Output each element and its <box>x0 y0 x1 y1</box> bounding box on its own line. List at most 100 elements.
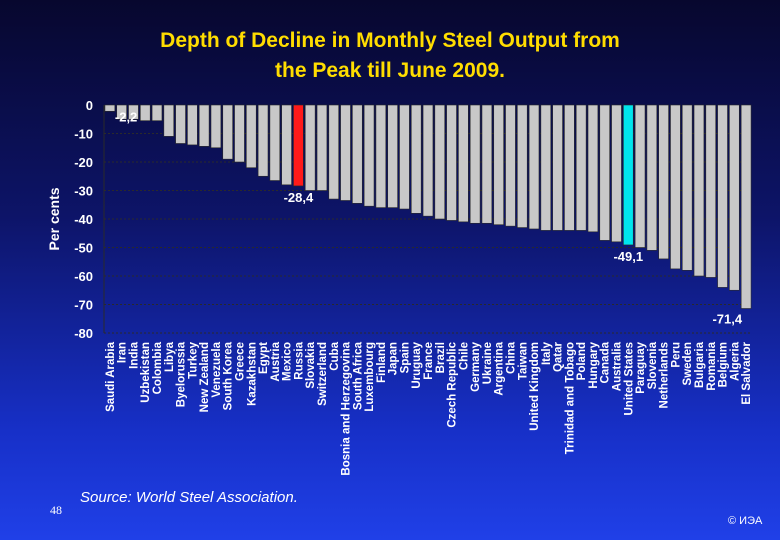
bar-china <box>505 104 516 227</box>
x-tick-label: Romania <box>706 341 718 390</box>
x-tick-label: Colombia <box>152 341 164 394</box>
x-tick-label: Paraguay <box>635 341 647 393</box>
x-tick-label: El Salvador <box>741 341 753 404</box>
x-tick-label: Greece <box>234 342 246 381</box>
bar-japan <box>387 104 398 208</box>
bar-chile <box>458 104 469 223</box>
y-tick-label: -50 <box>74 241 93 256</box>
x-tick-label: Netherlands <box>659 342 671 408</box>
y-tick-label: -70 <box>74 298 93 313</box>
x-tick-label: Finland <box>376 342 388 383</box>
data-label-el-salvador: -71,4 <box>712 311 742 326</box>
x-tick-label: Germany <box>470 341 482 391</box>
y-tick-label: -40 <box>74 212 93 227</box>
bar-united-kingdom <box>528 104 540 230</box>
x-tick-label: Taiwan <box>517 342 529 380</box>
x-tick-label: Egypt <box>258 342 270 374</box>
bar-saudi-arabia <box>104 104 116 112</box>
copyright: © ИЭА <box>728 515 763 527</box>
x-tick-label: Chile <box>458 342 470 370</box>
y-tick-label: -30 <box>74 184 93 199</box>
bar-trinidad-and-tobago <box>564 104 575 231</box>
x-tick-label: Kazakhstan <box>246 342 258 406</box>
bar-italy <box>540 104 552 231</box>
bar-russia <box>293 104 304 187</box>
x-tick-label: Sweden <box>682 342 694 385</box>
bar-bosnia-and-herzegovina <box>340 104 351 201</box>
x-tick-label: Bulgaria <box>694 341 706 388</box>
bar-turkey <box>187 104 198 146</box>
x-tick-label: Japan <box>388 342 400 375</box>
bar-austria <box>269 104 281 181</box>
chart-title: Depth of Decline in Monthly Steel Output… <box>60 26 720 86</box>
data-label-russia: -28,4 <box>284 190 314 205</box>
bar-slovenia <box>646 104 658 251</box>
x-tick-label: Slovenia <box>647 341 659 389</box>
data-label-united-states: -49,1 <box>613 249 643 264</box>
bar-cuba <box>328 104 339 200</box>
x-tick-label: Canada <box>600 341 612 383</box>
y-tick-label: -80 <box>74 326 93 341</box>
x-tick-label: Byelorussia <box>176 341 188 407</box>
x-tick-label: United States <box>623 342 635 416</box>
x-tick-label: Uzbekistan <box>140 342 152 403</box>
x-tick-label: Hungary <box>588 341 600 388</box>
bar-algeria <box>729 104 740 291</box>
x-tick-label: Saudi Arabia <box>105 341 117 411</box>
bar-germany <box>469 104 481 224</box>
x-tick-label: Czech Republic <box>447 341 459 427</box>
bar-india <box>128 104 139 120</box>
bar-france <box>422 104 434 217</box>
x-tick-label: Mexico <box>282 342 294 381</box>
bar-united-states <box>623 104 634 246</box>
y-tick-label: -10 <box>74 127 93 142</box>
page-number: 48 <box>50 503 62 517</box>
x-tick-label: Ukraine <box>482 342 494 384</box>
x-tick-label: Trinidad and Tobago <box>564 342 576 454</box>
bar-bulgaria <box>693 104 705 277</box>
x-tick-label: India <box>128 341 140 368</box>
x-tick-label: Austria <box>270 341 282 381</box>
bar-spain <box>399 104 410 210</box>
bar-taiwan <box>517 104 528 228</box>
x-tick-label: France <box>423 342 435 380</box>
x-tick-label: Luxembourg <box>364 342 376 412</box>
x-tick-label: Italy <box>541 341 553 365</box>
x-tick-label: China <box>505 341 517 374</box>
bar-slovakia <box>304 104 316 191</box>
x-tick-label: New Zealand <box>199 342 211 412</box>
bar-ukraine <box>481 104 493 224</box>
bar-brazil <box>434 104 446 220</box>
y-tick-label: -20 <box>74 155 93 170</box>
bar-canada <box>599 104 610 241</box>
bar-peru <box>670 104 681 270</box>
bar-uzbekistan <box>139 104 151 121</box>
x-tick-label: Spain <box>399 342 411 373</box>
x-tick-label: United Kingdom <box>529 342 541 431</box>
x-tick-label: Libya <box>164 341 176 372</box>
x-tick-label: Switzerland <box>317 342 329 406</box>
x-tick-label: Belgium <box>718 342 730 387</box>
x-tick-label: Cuba <box>329 341 341 370</box>
bar-libya <box>163 104 175 137</box>
x-tick-label: South Korea <box>223 341 235 410</box>
bar-south-africa <box>352 104 363 204</box>
bar-qatar <box>552 104 563 231</box>
bar-argentina <box>493 104 504 225</box>
bar-el-salvador <box>740 104 752 309</box>
bar-luxembourg <box>363 104 375 207</box>
x-tick-label: Peru <box>670 342 682 368</box>
x-tick-label: Slovakia <box>305 341 317 388</box>
bar-new-zealand <box>198 104 210 147</box>
x-tick-label: Argentina <box>494 341 506 395</box>
bar-kazakhstan <box>246 104 257 169</box>
bar-uruguay <box>410 104 422 214</box>
x-tick-label: Uruguay <box>411 341 423 388</box>
bar-greece <box>234 104 245 163</box>
x-tick-label: Bosnia and Herzegovina <box>341 341 353 475</box>
x-tick-label: Brazil <box>435 342 447 373</box>
bar-mexico <box>281 104 292 186</box>
bar-australia <box>611 104 622 243</box>
data-label-saudi-arabia: -2,2 <box>115 109 137 124</box>
x-tick-label: Australia <box>612 341 624 391</box>
